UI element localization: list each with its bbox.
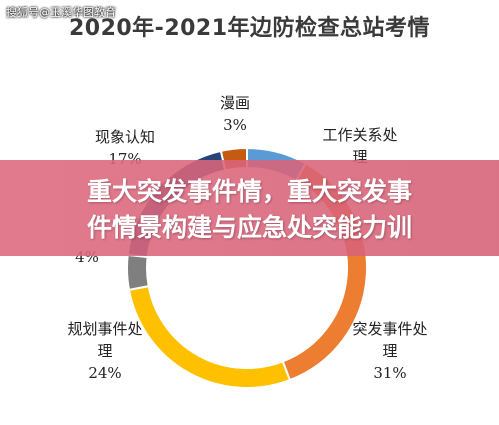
slice-label-line: 理 xyxy=(97,342,113,360)
slice-percent-label: 3% xyxy=(223,116,247,134)
watermark-text: 搜狐号@玉溪华图教育 xyxy=(6,6,116,19)
slice-label-comic: 漫画 3% xyxy=(200,92,270,136)
slice-label-line: 规划事件处 xyxy=(67,320,143,338)
slice-label-line: 漫画 xyxy=(219,94,250,112)
slice-percent-label: 31% xyxy=(373,364,407,382)
slice-label-planning: 规划事件处 理 24% xyxy=(45,318,165,384)
slice-label-emergency: 突发事件处 理 31% xyxy=(330,318,450,384)
slice-label-line: 工作关系处 xyxy=(322,126,398,144)
overlay-line-2: 件情景构建与应急处突能力训 xyxy=(86,213,412,242)
overlay-banner xyxy=(0,160,499,256)
slice-label-line: 理 xyxy=(382,342,398,360)
slice-percent-label: 24% xyxy=(88,364,122,382)
overlay-line-1: 重大突发事件情，重大突发事 xyxy=(86,177,412,206)
pie-slice-3 xyxy=(126,253,150,291)
overlay-banner-text: 重大突发事件情，重大突发事 件情景构建与应急处突能力训 xyxy=(0,174,499,246)
slice-label-line: 现象认知 xyxy=(94,128,155,146)
slice-label-line: 突发事件处 xyxy=(352,320,428,338)
chart-title: 2020年-2021年边防检查总站考情 xyxy=(68,16,431,41)
